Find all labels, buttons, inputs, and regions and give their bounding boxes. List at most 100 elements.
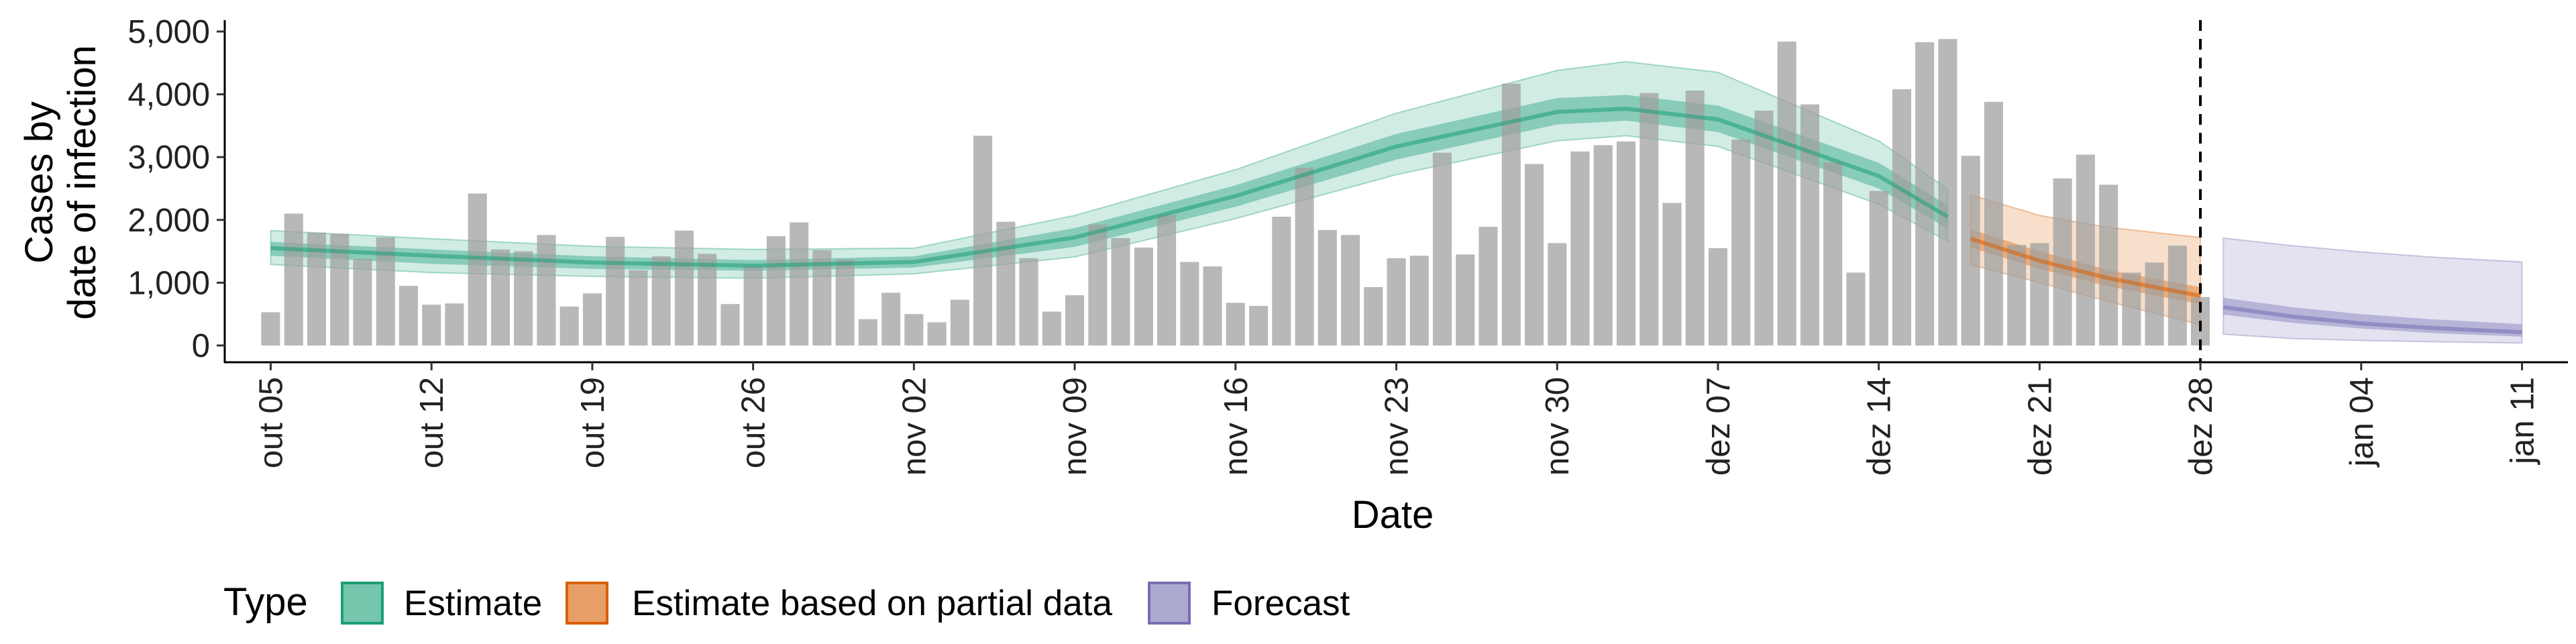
x-tick-label: out 05 [254, 377, 290, 468]
bar [1731, 140, 1751, 345]
bar [720, 304, 740, 345]
x-tick-label: nov 02 [896, 377, 932, 476]
bar [1065, 295, 1085, 345]
x-tick-label: dez 07 [1701, 377, 1737, 476]
bar [1157, 215, 1177, 345]
bar [1846, 272, 1866, 345]
x-tick-label: nov 16 [1218, 377, 1254, 476]
axes: 0 1,000 2,000 3,000 4,000 5,000 out 05 out 12 ou… [127, 14, 2568, 476]
bar [950, 299, 969, 345]
bar [743, 266, 763, 345]
legend-title: Type [223, 580, 308, 624]
inner-band-estimate [270, 95, 1948, 271]
bar [1800, 104, 1819, 345]
bar [353, 258, 372, 345]
bar [2167, 246, 2187, 345]
bar [674, 230, 694, 345]
bar [1823, 162, 1843, 345]
bar [1915, 42, 1935, 346]
bar [490, 249, 510, 345]
legend-label-forecast: Forecast [1212, 584, 1350, 623]
x-tick-label: jan 04 [2344, 377, 2380, 468]
bar [1111, 237, 1130, 345]
y-tick-label: 1,000 [127, 265, 210, 301]
bar [904, 314, 924, 345]
median-line-forecast [2222, 305, 2522, 335]
bar [1685, 91, 1705, 345]
bar [1226, 303, 1245, 345]
bar [2145, 262, 2164, 345]
bar [881, 292, 901, 345]
bar [629, 270, 648, 345]
legend-label-estimate: Estimate [404, 584, 542, 623]
x-tick-label: out 26 [736, 377, 772, 468]
bar [1777, 42, 1796, 345]
bar [284, 213, 303, 345]
bar [1754, 110, 1774, 345]
y-tick-label: 3,000 [127, 140, 210, 176]
bar [973, 136, 993, 345]
y-axis-title: Cases by date of infection [17, 45, 104, 320]
bar [1938, 39, 1957, 345]
x-tick-label: nov 30 [1540, 377, 1576, 476]
legend-swatch-forecast [1148, 582, 1191, 625]
x-tick-label: dez 14 [1862, 377, 1898, 476]
bar [1479, 227, 1498, 345]
bar [2099, 184, 2118, 345]
bar [1892, 89, 1911, 345]
bar [445, 303, 464, 345]
median-line-layer [270, 107, 2522, 335]
bar [1984, 101, 2003, 346]
bar [1593, 145, 1613, 345]
bar [537, 235, 556, 345]
y-tick-label: 5,000 [127, 14, 210, 50]
bar [698, 254, 717, 345]
bar [996, 221, 1016, 345]
y-axis-title-line-1: Cases by [17, 101, 61, 264]
x-tick-label: jan 11 [2505, 377, 2541, 466]
bar [1249, 306, 1269, 345]
bar [1869, 191, 1888, 345]
bar [514, 251, 533, 345]
bar [2076, 154, 2095, 345]
legend-swatch-partial-estimate [566, 582, 608, 625]
y-tick-label: 0 [192, 328, 210, 364]
median-line-estimate [270, 107, 1949, 268]
x-tick-label: nov 23 [1379, 377, 1415, 476]
bar [2007, 245, 2027, 345]
legend: Type Estimate Estimate based on partial … [223, 580, 1350, 625]
bar [1432, 152, 1452, 345]
bar [1524, 164, 1544, 345]
bar [559, 307, 579, 345]
bar [422, 305, 441, 345]
x-tick-label: out 19 [575, 377, 611, 468]
bar [1708, 248, 1727, 345]
bar [1134, 248, 1153, 345]
bar [790, 222, 809, 345]
bar [1456, 254, 1475, 345]
bar [1088, 224, 1108, 345]
bar [1662, 203, 1682, 345]
y-axis-title-line-2: date of infection [60, 45, 104, 320]
bar [1295, 168, 1314, 345]
legend-label-partial-estimate: Estimate based on partial data [632, 584, 1112, 623]
bar [398, 286, 418, 345]
x-tick-label: out 12 [414, 377, 450, 468]
bar [2053, 178, 2072, 345]
bar [927, 322, 947, 345]
bar [1616, 141, 1635, 346]
bar [651, 256, 671, 345]
bar-layer [261, 39, 2210, 346]
legend-swatch-estimate [341, 582, 384, 625]
bar [1640, 93, 1659, 345]
bar [1318, 229, 1337, 345]
bar [261, 312, 280, 345]
y-tick-label: 4,000 [127, 77, 210, 113]
x-tick-label: dez 28 [2183, 377, 2219, 476]
bar [766, 236, 786, 345]
bar [1364, 287, 1383, 345]
bar [1409, 256, 1429, 345]
bar [1203, 266, 1222, 345]
y-tick-label: 2,000 [127, 203, 210, 239]
